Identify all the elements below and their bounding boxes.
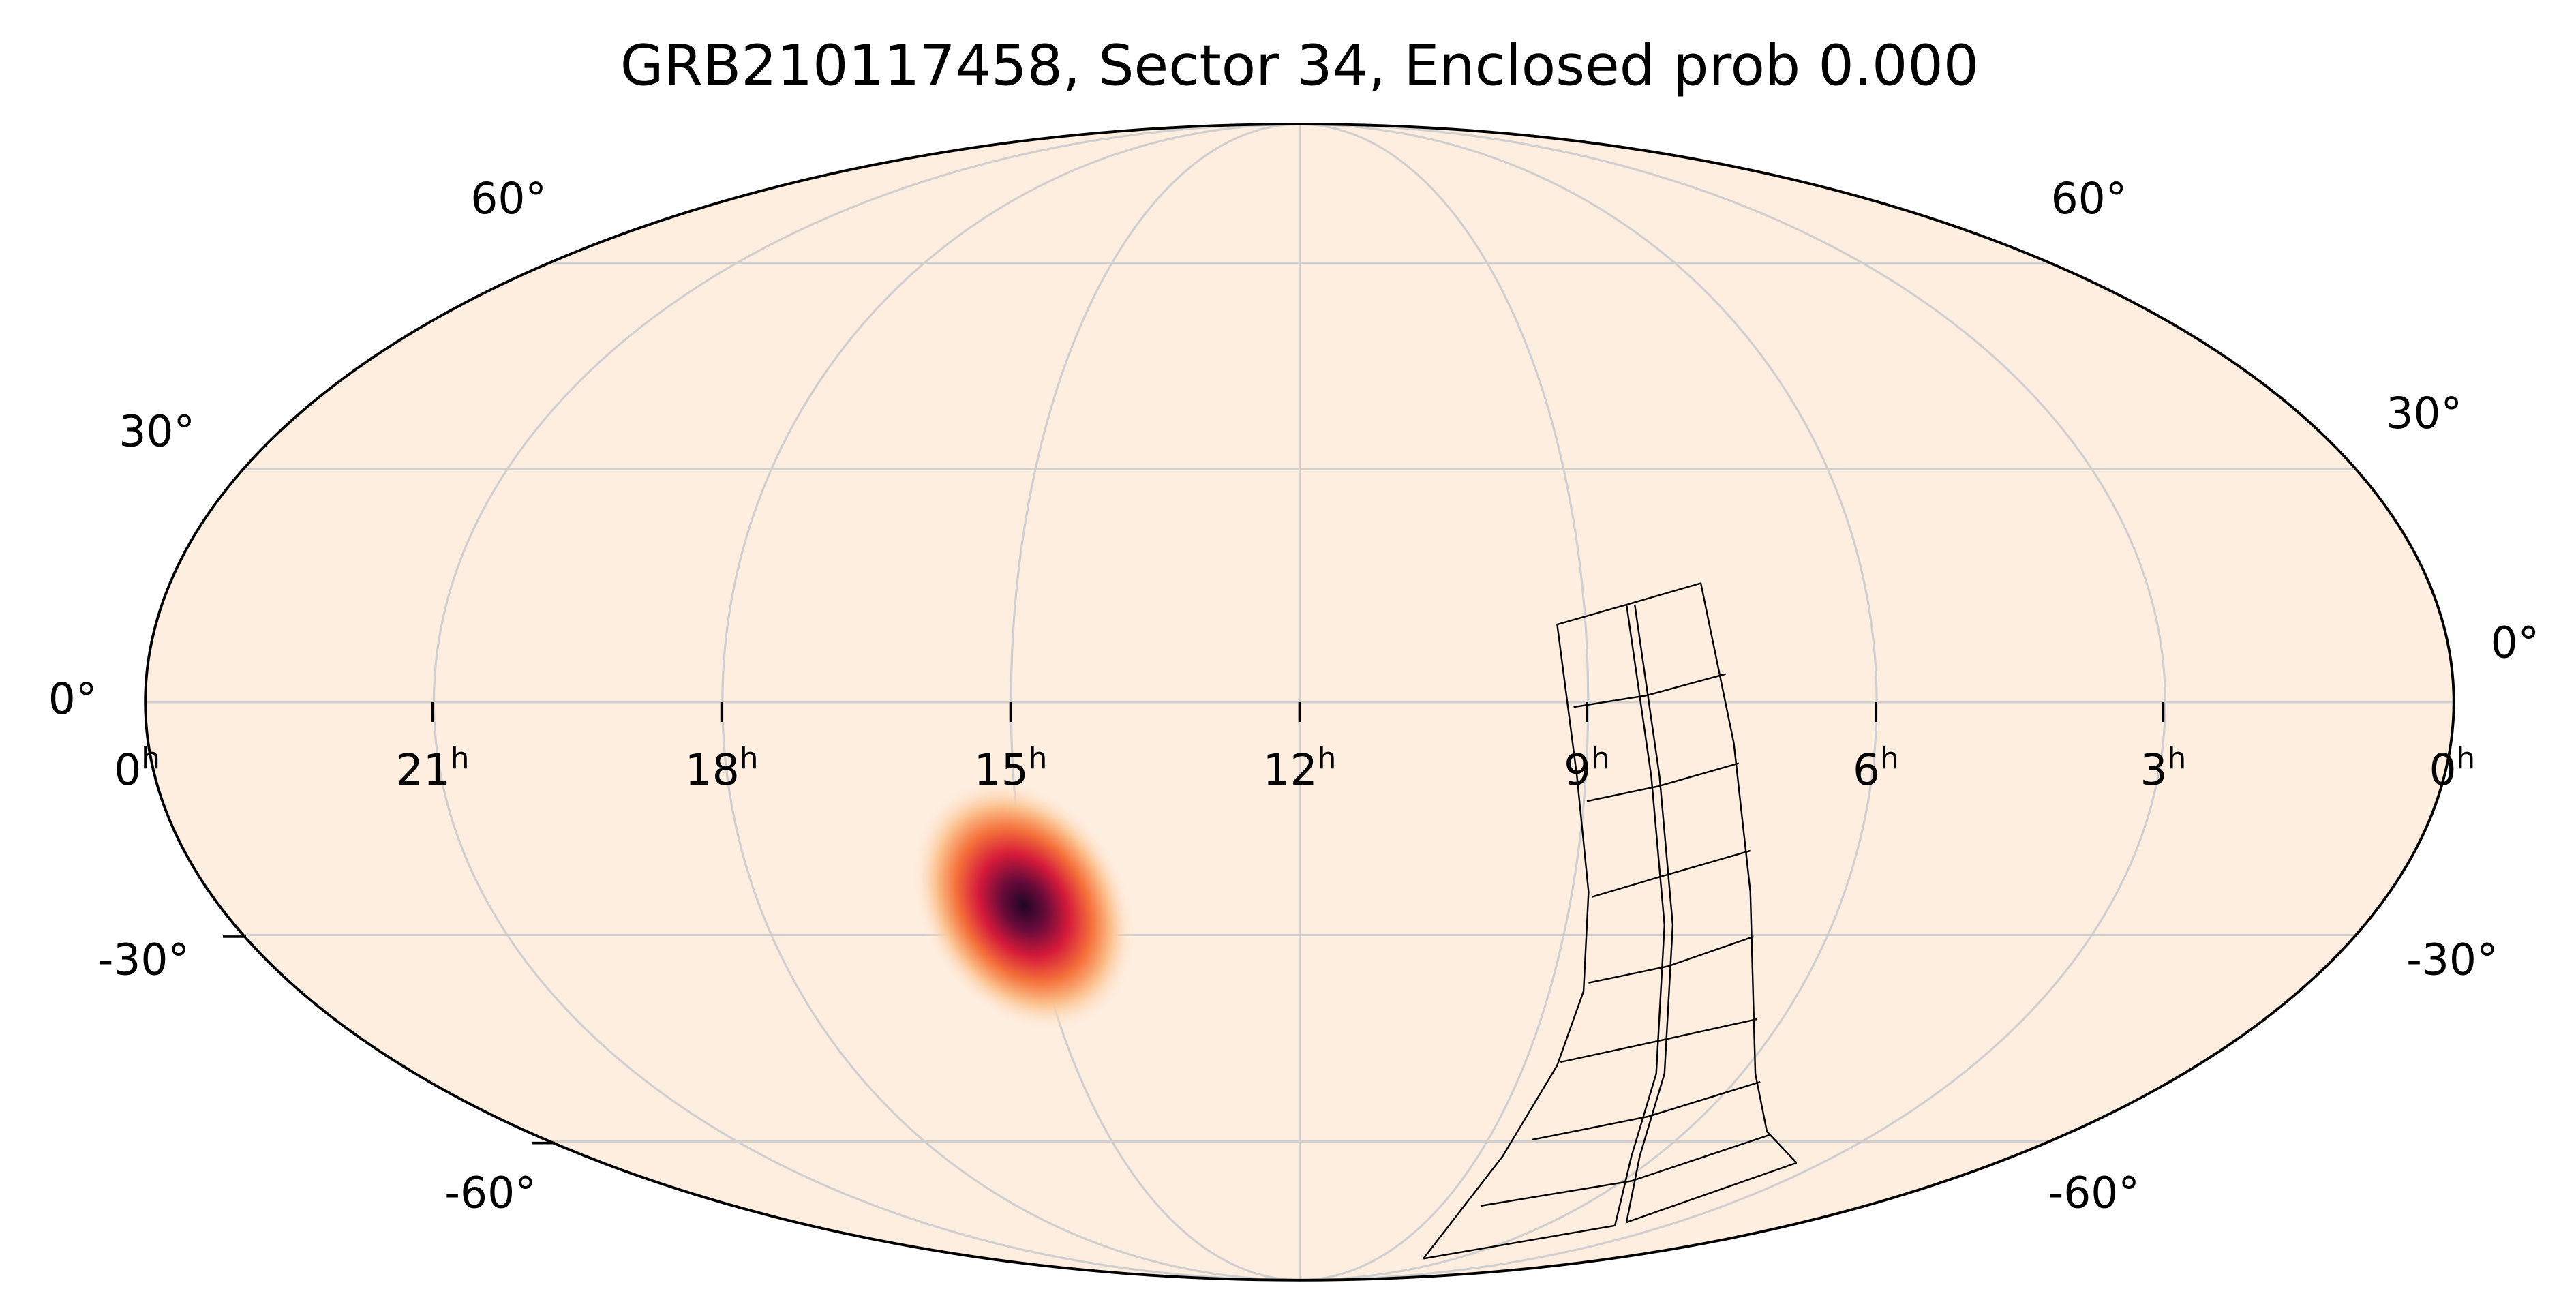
ra-unit: h xyxy=(2457,742,2476,776)
ra-hour: 12 xyxy=(1263,745,1318,795)
footprint-edge xyxy=(1532,1080,1761,1141)
tess-footprint xyxy=(1423,582,1798,1260)
dec-label: -30° xyxy=(2406,935,2498,985)
ra-label: 21h xyxy=(396,742,470,795)
footprint-edge xyxy=(1626,1162,1798,1224)
ra-hour: 15 xyxy=(974,745,1029,795)
footprint-edge xyxy=(1423,1224,1616,1260)
ra-hour: 18 xyxy=(685,745,740,795)
dec-label: -30° xyxy=(98,935,190,985)
footprint-edge xyxy=(1588,935,1755,984)
dec-label: 30° xyxy=(2386,389,2462,438)
ra-unit: h xyxy=(1880,742,1899,776)
dec-label: -60° xyxy=(2048,1168,2139,1218)
ra-label: 18h xyxy=(685,742,759,795)
sky-border xyxy=(144,123,2455,1282)
footprint-edge xyxy=(1625,604,1674,1223)
ticks xyxy=(223,701,2165,1145)
ra-unit: h xyxy=(1029,742,1048,776)
ra-unit: h xyxy=(1318,742,1337,776)
ra-unit: h xyxy=(451,742,470,776)
footprint-edge xyxy=(1560,1018,1757,1063)
ra-label: 15h xyxy=(974,742,1048,795)
ra-hour: 3 xyxy=(2140,745,2168,795)
footprint-edge xyxy=(1613,604,1666,1226)
ra-hour: 21 xyxy=(396,745,451,795)
ra-hour: 0 xyxy=(2429,745,2456,795)
ra-label: 12h xyxy=(1263,742,1337,795)
ra-unit: h xyxy=(1591,742,1610,776)
ra-hour: 9 xyxy=(1564,745,1591,795)
dec-label: 60° xyxy=(470,174,547,224)
dec-label: 0° xyxy=(2491,618,2540,668)
ra-label: 0h xyxy=(114,742,160,795)
footprint-edge xyxy=(1699,583,1798,1164)
footprint-edge xyxy=(1586,762,1740,802)
labels: 0h 21h 18h 15h 12h 9h 6h 3h 0h60°30°0°-30°-60°60… xyxy=(48,174,2539,1218)
ra-unit: h xyxy=(141,742,160,776)
ra-unit: h xyxy=(740,742,759,776)
ra-hour: 6 xyxy=(1853,745,1880,795)
footprint-edge xyxy=(1481,1134,1771,1207)
dec-label: 60° xyxy=(2051,174,2127,224)
dec-label: -60° xyxy=(444,1168,536,1218)
map-title: GRB210117458, Sector 34, Enclosed prob 0… xyxy=(620,34,1979,99)
dec-label: 30° xyxy=(119,407,195,457)
ra-hour: 0 xyxy=(114,745,141,795)
footprint-edge xyxy=(1591,849,1751,898)
ra-label: 6h xyxy=(1853,742,1899,795)
probability-region xyxy=(911,778,1137,1033)
ra-unit: h xyxy=(2168,742,2187,776)
footprint-edge xyxy=(1423,624,1590,1260)
dec-label: 0° xyxy=(48,674,97,724)
ra-label: 0h xyxy=(2429,742,2475,795)
ra-label: 3h xyxy=(2140,742,2187,795)
footprint-edge xyxy=(1573,673,1726,708)
ra-label: 9h xyxy=(1564,742,1610,795)
